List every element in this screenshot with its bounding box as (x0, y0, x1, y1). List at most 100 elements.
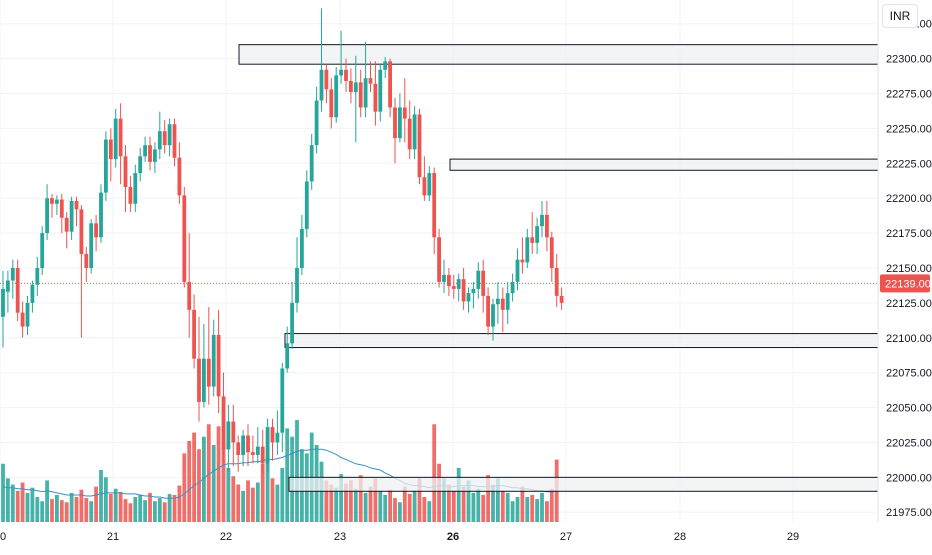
last-price-tag-bg (880, 274, 930, 293)
volume-bar (388, 489, 392, 522)
volume-bar (10, 484, 15, 522)
y-tick-label: 22050.00 (886, 403, 932, 415)
volume-bar (50, 499, 54, 522)
x-tick-label: 23 (334, 531, 346, 543)
last-price-tag-label: 22139.00 (885, 278, 931, 290)
candle-body (471, 288, 476, 294)
currency-button[interactable]: INR (882, 4, 918, 28)
volume-bar (172, 494, 177, 522)
volume-bar (133, 497, 138, 522)
volume-bar (231, 476, 236, 522)
volume-bar (128, 503, 133, 522)
volume-bar (496, 478, 500, 522)
volume-bar (383, 494, 388, 522)
candle-body (427, 173, 432, 196)
volume-bar (319, 461, 324, 522)
zone-box[interactable] (288, 476, 879, 492)
volume-bar (255, 482, 260, 522)
candle-body (309, 145, 314, 182)
volume-bar (123, 499, 128, 522)
candle-body (280, 368, 285, 433)
zone-box[interactable] (238, 44, 879, 65)
volume-bar (339, 474, 343, 522)
candle-body (456, 279, 461, 289)
candle-body (177, 157, 182, 196)
volume-bar (280, 467, 285, 522)
volume-bar (157, 498, 162, 522)
volume-bar (260, 463, 265, 522)
candle-body (515, 259, 520, 282)
candle-body (334, 75, 339, 118)
candle-body (45, 198, 49, 234)
candle-body (353, 82, 358, 93)
candle-body (30, 284, 35, 303)
candle-body (187, 281, 192, 310)
volume-bar (138, 494, 143, 522)
volume-bar (202, 436, 206, 522)
x-tick-label: 20 (0, 531, 6, 543)
candle-body (520, 259, 525, 263)
volume-bar (25, 492, 30, 522)
y-tick-label: 22225.00 (886, 158, 932, 170)
candle-body (496, 298, 500, 305)
volume-bar (20, 482, 25, 522)
candle-body (388, 61, 392, 108)
candle-body (138, 156, 143, 174)
zone-box[interactable] (449, 158, 879, 171)
last-price-tag: 22139.00 (880, 274, 931, 293)
candle-body (143, 145, 147, 157)
candle-body (500, 298, 505, 310)
y-tick-label: 22100.00 (886, 333, 932, 345)
candle-body (270, 427, 275, 443)
volume-bar (55, 494, 59, 522)
candle-body (339, 69, 343, 76)
volume-bar (59, 500, 64, 522)
volume-bar (206, 424, 211, 522)
y-tick-label: 21975.00 (886, 507, 932, 519)
x-tick-label: 21 (107, 531, 119, 543)
candle-body (304, 181, 309, 229)
candle-body (162, 131, 167, 146)
volume-bar (432, 424, 437, 522)
candle-body (79, 209, 84, 255)
volume-bar (368, 486, 373, 522)
volume-bar (226, 467, 231, 522)
candle-body (349, 80, 353, 93)
volume-bar (545, 501, 549, 522)
volume-bar (393, 498, 397, 522)
volume-bar (510, 501, 515, 522)
volume-bar (402, 486, 407, 522)
volume-bar (466, 480, 471, 522)
candle-body (153, 149, 157, 162)
volume-bar (324, 480, 329, 522)
candle-body (393, 107, 397, 139)
zone-box[interactable] (284, 333, 879, 349)
volume-bars (1, 420, 559, 522)
volume-bar (476, 488, 481, 522)
time-axis-bg (0, 522, 932, 550)
candle-body (148, 145, 152, 162)
volume-bar (378, 490, 383, 522)
volume-bar (549, 488, 554, 522)
candle-body (319, 69, 324, 101)
candle-body (241, 435, 245, 456)
volume-bar (456, 467, 461, 522)
volume-bar (295, 420, 299, 522)
volume-bar (491, 484, 495, 522)
candle-body (157, 131, 162, 150)
volume-bar (505, 492, 510, 522)
volume-bar (285, 428, 290, 522)
zones[interactable] (238, 44, 879, 492)
y-tick-label: 22075.00 (886, 368, 932, 380)
candle-body (40, 233, 45, 268)
candle-body (35, 267, 40, 285)
candle-body (275, 432, 280, 443)
candle-body (172, 124, 177, 158)
candle-body (59, 199, 64, 218)
candle-body (540, 214, 544, 227)
volume-bar (153, 501, 157, 522)
candle-body (226, 421, 231, 450)
